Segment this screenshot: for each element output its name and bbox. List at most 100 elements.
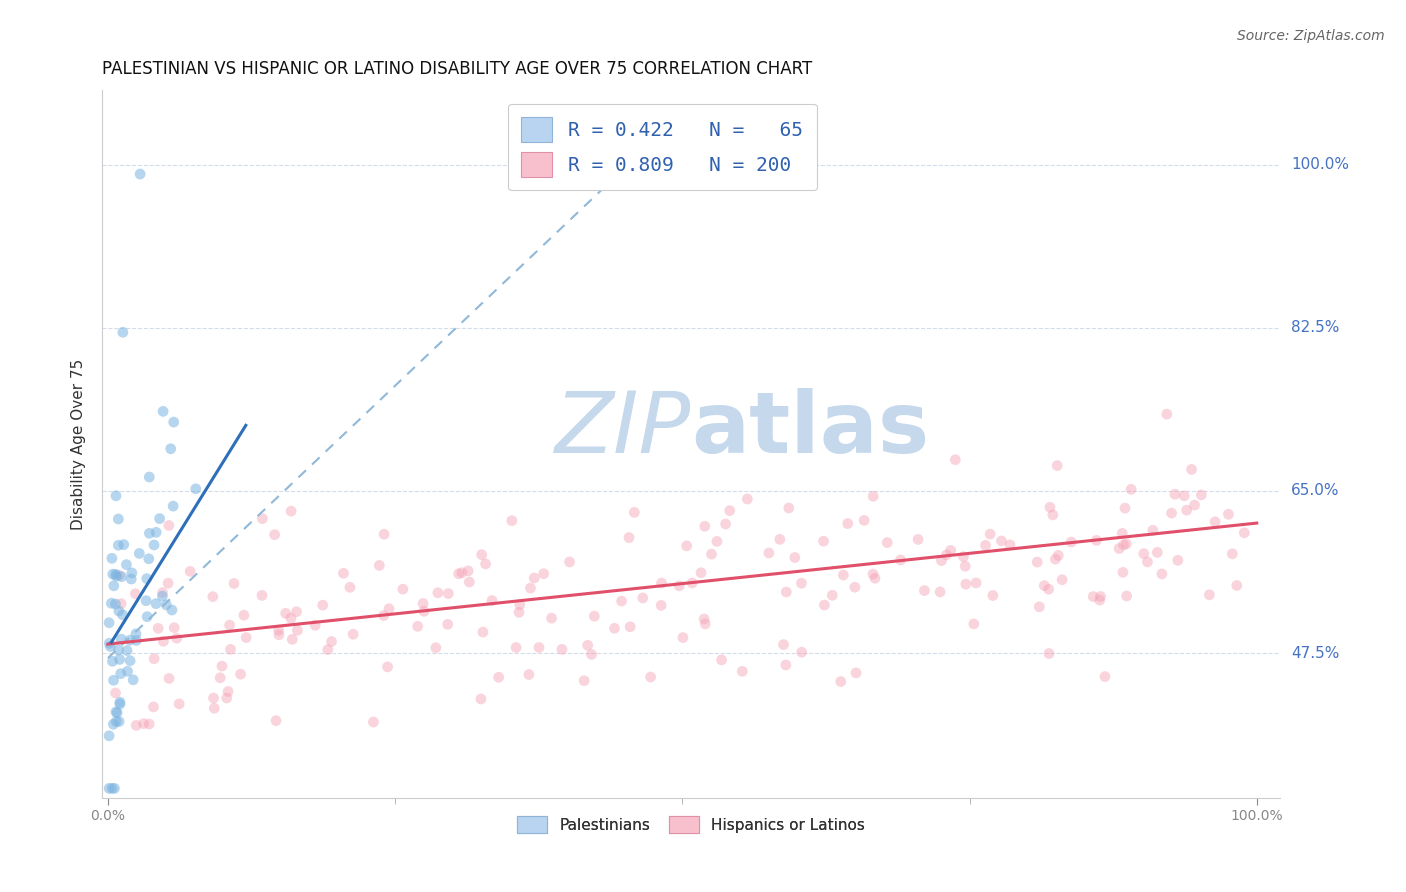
Point xyxy=(110,597,132,611)
Point xyxy=(222,576,245,591)
Point xyxy=(681,576,703,591)
Point xyxy=(508,605,530,619)
Point xyxy=(845,665,868,680)
Point xyxy=(101,781,124,796)
Point xyxy=(120,654,142,668)
Point xyxy=(769,533,792,547)
Point xyxy=(138,526,160,541)
Point xyxy=(363,714,385,729)
Point xyxy=(965,575,987,590)
Point xyxy=(1047,549,1070,563)
Point xyxy=(474,557,496,571)
Point xyxy=(758,546,780,560)
Point xyxy=(576,638,599,652)
Legend: Palestinians, Hispanics or Latinos: Palestinians, Hispanics or Latinos xyxy=(510,810,872,839)
Point xyxy=(1198,588,1220,602)
Point xyxy=(581,648,603,662)
Point xyxy=(912,583,935,598)
Point xyxy=(790,576,813,591)
Point xyxy=(1114,501,1136,516)
Point xyxy=(1112,566,1135,580)
Point xyxy=(551,642,574,657)
Point xyxy=(1173,489,1195,503)
Point xyxy=(1045,552,1067,566)
Point xyxy=(1150,566,1173,581)
Point xyxy=(157,672,180,686)
Point xyxy=(235,631,257,645)
Point xyxy=(157,576,180,591)
Point xyxy=(783,550,806,565)
Point xyxy=(105,714,128,729)
Point xyxy=(790,645,813,659)
Point xyxy=(103,717,125,731)
Point xyxy=(98,781,121,796)
Point xyxy=(143,652,166,666)
Point xyxy=(481,593,503,607)
Point xyxy=(1189,488,1212,502)
Point xyxy=(143,538,166,552)
Point xyxy=(98,615,121,630)
Point xyxy=(963,616,986,631)
Point xyxy=(821,588,844,602)
Point xyxy=(1115,589,1137,603)
Point xyxy=(519,581,541,595)
Point xyxy=(339,580,361,594)
Point xyxy=(617,531,640,545)
Point xyxy=(107,643,129,657)
Y-axis label: Disability Age Over 75: Disability Age Over 75 xyxy=(72,359,86,530)
Point xyxy=(152,634,174,648)
Point xyxy=(103,781,125,796)
Point xyxy=(108,695,131,709)
Point xyxy=(110,632,132,647)
Point xyxy=(1039,500,1062,515)
Point xyxy=(100,596,122,610)
Point xyxy=(115,643,138,657)
Point xyxy=(706,534,728,549)
Point xyxy=(104,489,127,503)
Point xyxy=(458,574,481,589)
Point xyxy=(457,564,479,578)
Text: 47.5%: 47.5% xyxy=(1291,646,1339,661)
Point xyxy=(138,551,160,566)
Point xyxy=(488,670,510,684)
Point xyxy=(775,585,797,599)
Point xyxy=(105,569,128,583)
Point xyxy=(953,559,976,574)
Point xyxy=(267,628,290,642)
Point xyxy=(146,621,169,635)
Point xyxy=(167,697,190,711)
Point xyxy=(280,611,302,625)
Point xyxy=(209,671,232,685)
Point xyxy=(202,701,225,715)
Point xyxy=(163,621,186,635)
Point xyxy=(772,638,794,652)
Point xyxy=(117,665,139,679)
Point xyxy=(105,706,128,720)
Point xyxy=(672,631,695,645)
Point xyxy=(280,504,302,518)
Point xyxy=(250,589,273,603)
Point xyxy=(471,625,494,640)
Point xyxy=(718,504,741,518)
Point xyxy=(437,586,460,600)
Point xyxy=(619,620,641,634)
Point xyxy=(373,608,395,623)
Point xyxy=(1088,593,1111,607)
Point xyxy=(651,576,673,591)
Point xyxy=(1167,553,1189,567)
Point xyxy=(108,697,131,711)
Point xyxy=(285,605,308,619)
Point xyxy=(132,716,155,731)
Point xyxy=(98,636,121,650)
Point xyxy=(413,604,436,618)
Point xyxy=(160,603,183,617)
Point xyxy=(731,665,754,679)
Point xyxy=(1180,462,1202,476)
Point xyxy=(219,642,242,657)
Point xyxy=(931,553,953,567)
Point xyxy=(252,511,274,525)
Text: 100.0%: 100.0% xyxy=(1291,157,1348,172)
Point xyxy=(863,571,886,585)
Point xyxy=(201,590,224,604)
Point xyxy=(125,627,148,641)
